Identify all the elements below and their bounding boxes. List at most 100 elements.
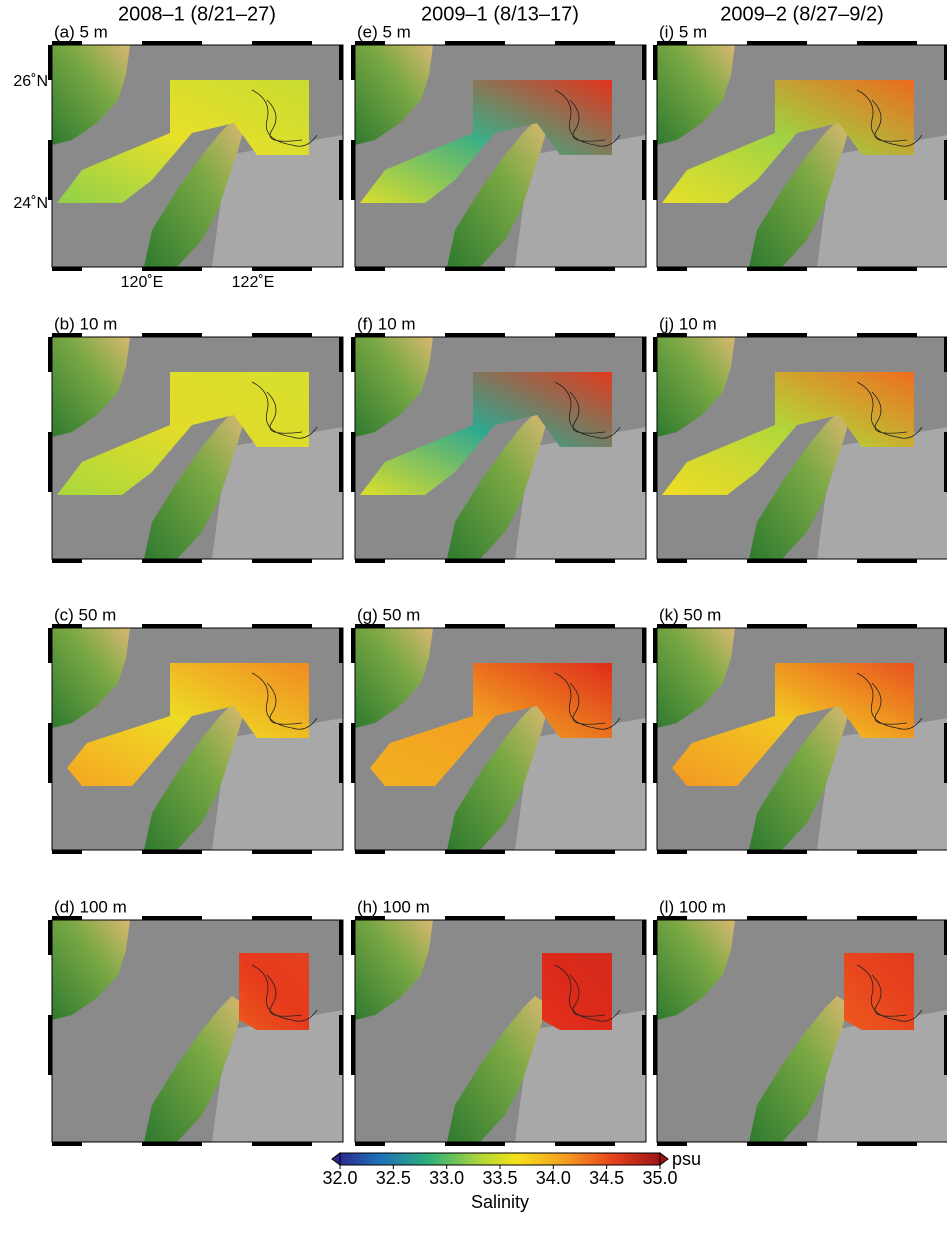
colorbar-tick-label: 33.5 — [482, 1168, 517, 1188]
map-panel — [653, 41, 947, 271]
frame-bar — [142, 1142, 202, 1146]
frame-bar — [642, 45, 646, 80]
colorbar-tick-label: 34.5 — [589, 1168, 624, 1188]
panel-label: (d) 100 m — [54, 897, 127, 916]
frame-bar — [445, 916, 505, 920]
frame-bar — [252, 1142, 312, 1146]
frame-bar — [142, 624, 202, 628]
frame-bar — [857, 916, 917, 920]
map-panel — [351, 624, 646, 854]
frame-bar — [351, 337, 355, 372]
frame-bar — [142, 267, 202, 271]
panel-label: (f) 10 m — [357, 314, 416, 333]
frame-bar — [642, 432, 646, 492]
panel-label: (c) 50 m — [54, 605, 116, 624]
column-title: 2008–1 (8/21–27) — [118, 3, 276, 25]
frame-bar — [657, 333, 687, 337]
frame-bar — [747, 333, 807, 337]
map-panel — [48, 333, 343, 563]
frame-bar — [252, 916, 312, 920]
frame-bar — [252, 850, 312, 854]
frame-bar — [351, 1015, 355, 1075]
panel-label: (e) 5 m — [357, 22, 411, 41]
frame-bar — [653, 920, 657, 955]
panel-label: (i) 5 m — [659, 22, 707, 41]
frame-bar — [657, 41, 687, 45]
colorbar — [340, 1153, 660, 1165]
frame-bar — [48, 1015, 52, 1075]
frame-bar — [142, 559, 202, 563]
frame-bar — [857, 624, 917, 628]
frame-bar — [555, 333, 615, 337]
frame-bar — [52, 333, 82, 337]
panel-label: (h) 100 m — [357, 897, 430, 916]
frame-bar — [857, 850, 917, 854]
frame-bar — [642, 628, 646, 663]
frame-bar — [747, 850, 807, 854]
frame-bar — [48, 628, 52, 663]
figure: 2008–1 (8/21–27) (a) 5 m (b) 10 m (c) 50 m (… — [0, 0, 947, 1247]
map-panel — [653, 624, 947, 854]
frame-bar — [252, 624, 312, 628]
frame-bar — [52, 267, 82, 271]
frame-bar — [445, 1142, 505, 1146]
frame-bar — [52, 850, 82, 854]
frame-bar — [642, 920, 646, 955]
frame-bar — [339, 628, 343, 663]
colorbar-extend-high — [660, 1153, 668, 1165]
map-panel — [653, 916, 947, 1146]
colorbar-tick-label: 32.5 — [376, 1168, 411, 1188]
frame-bar — [48, 45, 52, 80]
frame-bar — [653, 628, 657, 663]
frame-bar — [653, 432, 657, 492]
frame-bar — [555, 267, 615, 271]
frame-bar — [48, 723, 52, 783]
frame-bar — [657, 267, 687, 271]
frame-bar — [355, 850, 385, 854]
frame-bar — [355, 41, 385, 45]
frame-bar — [142, 333, 202, 337]
colorbar-title: Salinity — [471, 1192, 529, 1212]
map-panel — [653, 333, 947, 563]
frame-bar — [339, 140, 343, 200]
frame-bar — [351, 920, 355, 955]
frame-bar — [555, 916, 615, 920]
panel-label: (j) 10 m — [659, 314, 717, 333]
frame-bar — [351, 45, 355, 80]
frame-bar — [657, 1142, 687, 1146]
panel-label: (b) 10 m — [54, 314, 117, 333]
frame-bar — [445, 333, 505, 337]
frame-bar — [355, 333, 385, 337]
frame-bar — [351, 140, 355, 200]
longitude-label: 120˚E — [121, 274, 164, 291]
frame-bar — [653, 1015, 657, 1075]
map-panel — [48, 41, 343, 271]
frame-bar — [555, 1142, 615, 1146]
frame-bar — [653, 140, 657, 200]
frame-bar — [351, 628, 355, 663]
colorbar-tick-label: 33.0 — [429, 1168, 464, 1188]
column-title: 2009–1 (8/13–17) — [421, 3, 579, 25]
colorbar-tick-label: 35.0 — [642, 1168, 677, 1188]
frame-bar — [339, 920, 343, 955]
frame-bar — [657, 624, 687, 628]
panel-label: (g) 50 m — [357, 605, 420, 624]
frame-bar — [355, 559, 385, 563]
frame-bar — [747, 624, 807, 628]
frame-bar — [555, 41, 615, 45]
map-panel — [351, 333, 646, 563]
survey-area — [844, 953, 914, 1030]
frame-bar — [653, 723, 657, 783]
panel-label: (a) 5 m — [54, 22, 108, 41]
frame-bar — [252, 333, 312, 337]
frame-bar — [642, 723, 646, 783]
frame-bar — [642, 1015, 646, 1075]
panel-label: (k) 50 m — [659, 605, 721, 624]
frame-bar — [445, 41, 505, 45]
frame-bar — [142, 916, 202, 920]
frame-bar — [555, 624, 615, 628]
frame-bar — [555, 559, 615, 563]
frame-bar — [857, 559, 917, 563]
frame-bar — [339, 337, 343, 372]
frame-bar — [355, 916, 385, 920]
